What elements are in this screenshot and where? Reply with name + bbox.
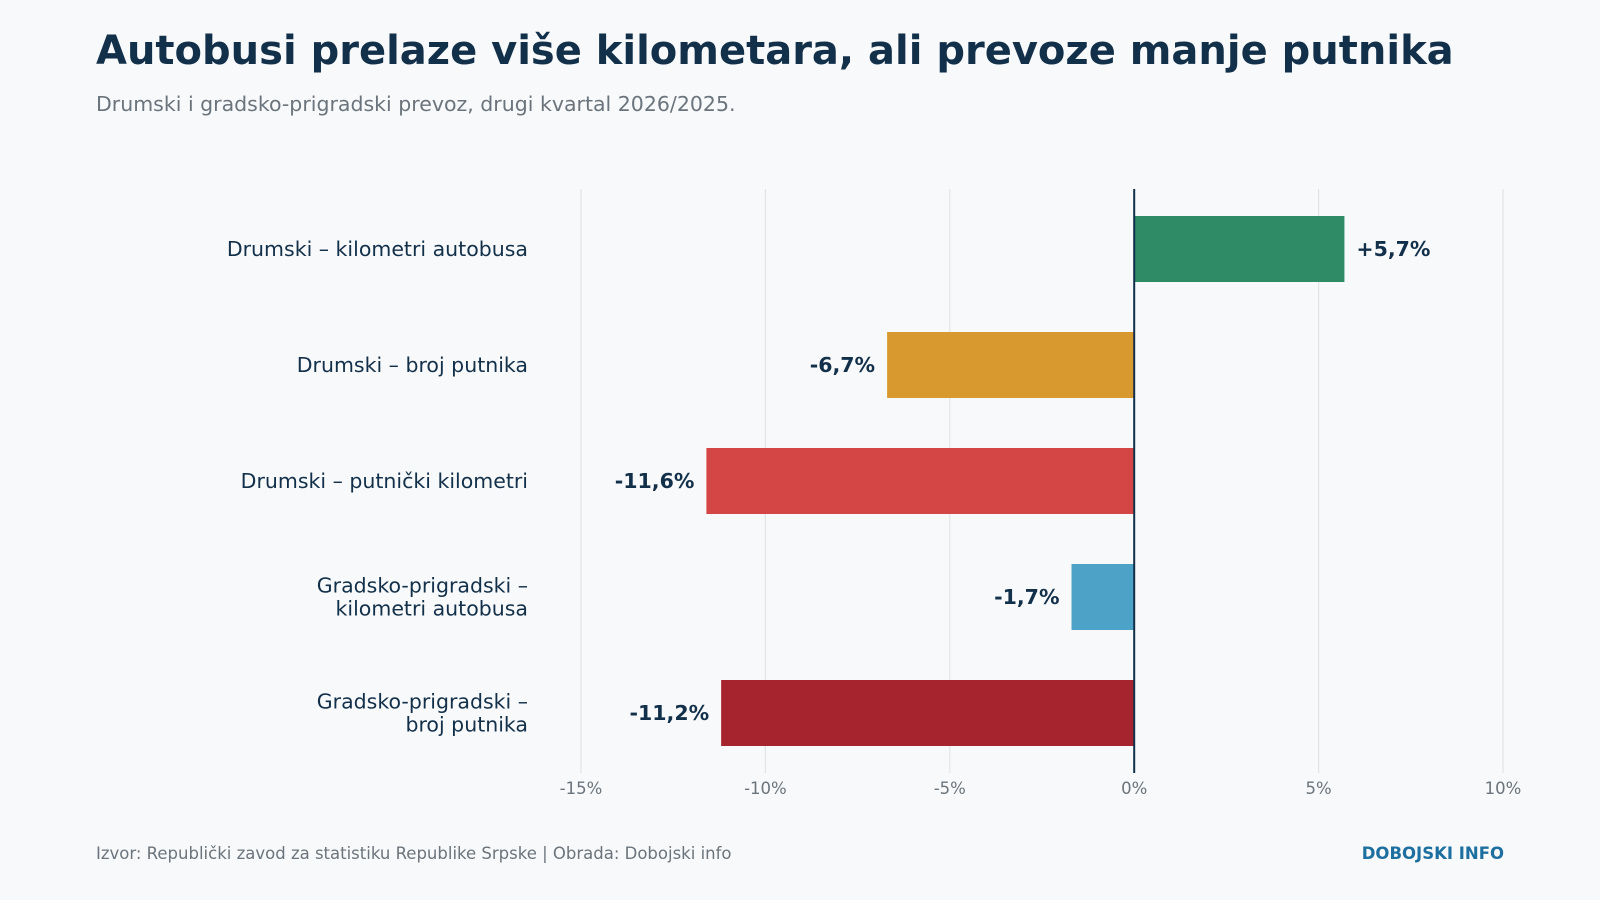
category-label-line: kilometri autobusa — [336, 597, 528, 621]
category-label-line: Drumski – broj putnika — [297, 353, 528, 377]
category-labels: Drumski – kilometri autobusa Drumski – br… — [227, 237, 528, 737]
value-label: +5,7% — [1356, 237, 1430, 261]
category-label: Drumski – broj putnika — [297, 353, 528, 377]
x-tick-label: 10% — [1485, 779, 1522, 798]
brand-logo-text: DOBOJSKI INFO — [1361, 844, 1504, 863]
category-label-line: Drumski – kilometri autobusa — [227, 237, 528, 261]
x-tick-label: 0% — [1121, 779, 1147, 798]
category-label-line: Gradsko-prigradski – — [317, 690, 528, 714]
value-label: -11,2% — [630, 701, 710, 725]
value-label: -6,7% — [810, 353, 875, 377]
source-note: Izvor: Republički zavod za statistiku Re… — [96, 844, 732, 863]
category-label: Drumski – putnički kilometri — [241, 469, 528, 493]
chart-subtitle: Drumski i gradsko-prigradski prevoz, dru… — [96, 92, 736, 116]
x-tick-label: 5% — [1306, 779, 1332, 798]
bar — [887, 332, 1135, 398]
value-label: -1,7% — [994, 585, 1059, 609]
category-label-line: broj putnika — [405, 713, 528, 737]
category-label: Gradsko-prigradski – kilometri autobusa — [317, 574, 528, 621]
bar — [1071, 564, 1135, 630]
bar — [721, 680, 1135, 746]
category-label: Drumski – kilometri autobusa — [227, 237, 528, 261]
category-label: Gradsko-prigradski – broj putnika — [317, 690, 528, 737]
value-labels: +5,7% -6,7% -11,6% -1,7% -11,2% — [615, 237, 1431, 725]
x-axis-ticks: -15% -10% -5% 0% 5% 10% — [560, 779, 1522, 798]
chart-title: Autobusi prelaze više kilometara, ali pr… — [96, 28, 1454, 74]
bar — [706, 448, 1135, 514]
x-tick-label: -15% — [560, 779, 603, 798]
bar — [1134, 216, 1345, 282]
category-label-line: Gradsko-prigradski – — [317, 574, 528, 598]
x-tick-label: -5% — [934, 779, 966, 798]
x-tick-label: -10% — [744, 779, 787, 798]
category-label-line: Drumski – putnički kilometri — [241, 469, 528, 493]
value-label: -11,6% — [615, 469, 695, 493]
bars — [706, 216, 1345, 746]
